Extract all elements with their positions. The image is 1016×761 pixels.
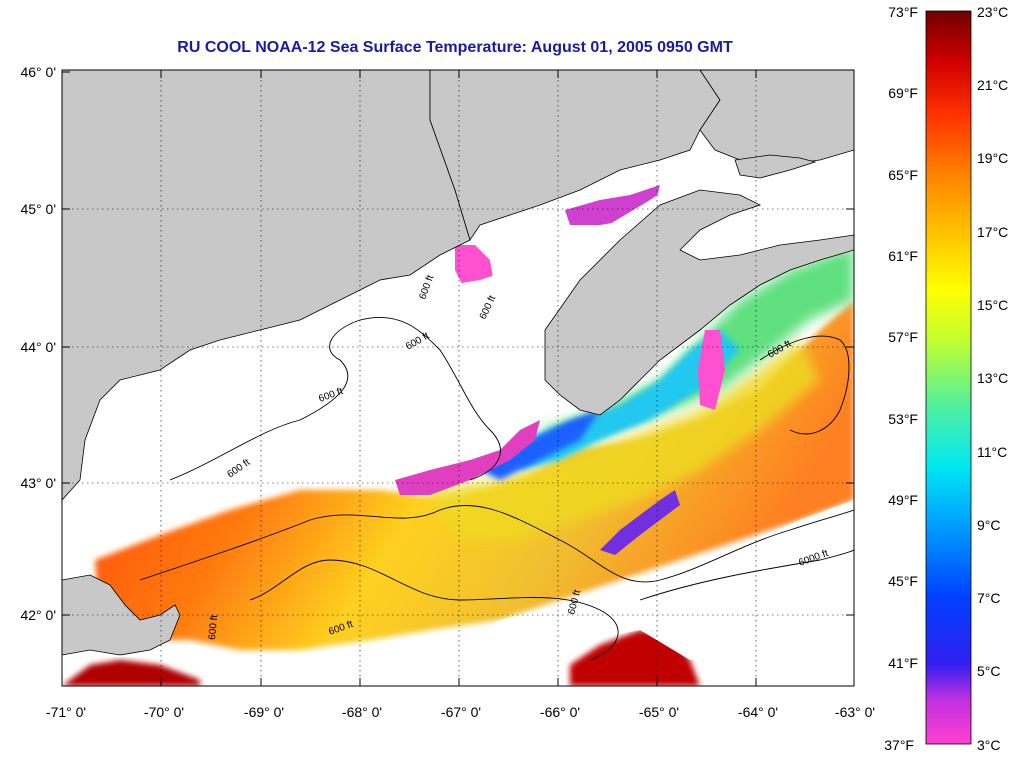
colorbar-gradient (925, 10, 972, 745)
cloud-mask-gulf (62, 180, 700, 560)
sst-field (62, 72, 854, 686)
map-panel: 600 ft 600 ft 600 ft 600 ft 600 ft 600 f… (20, 64, 875, 720)
colorbar-f-label: 45°F (888, 573, 918, 589)
longitude-labels: -71° 0' -70° 0' -69° 0' -68° 0' -67° 0' … (46, 704, 875, 720)
colorbar-f-label: 57°F (888, 329, 918, 345)
lon-tick-label: -67° 0' (441, 704, 481, 720)
map-border (61, 69, 855, 687)
contour-600ft-outer (139, 505, 854, 583)
lon-tick-label: -70° 0' (144, 704, 184, 720)
colorbar-c-label: 11°C (977, 444, 1007, 460)
graticule (62, 70, 854, 686)
colorbar-c-label: 3°C (977, 737, 1001, 753)
lat-tick-label: 43° 0' (20, 475, 56, 491)
sst-cold-grand-manan (698, 330, 725, 410)
land-cape-cod (62, 574, 181, 656)
contour-600ft-gulf (169, 316, 501, 481)
cloud-mask-southeast (380, 500, 854, 686)
bathymetry-contours (139, 316, 854, 661)
colorbar-c-label: 13°C (977, 370, 1008, 386)
axis-ticks (62, 70, 854, 686)
contour-600ft-east (759, 335, 850, 435)
land-pei (734, 154, 817, 179)
contour-label: 600 ft (207, 614, 220, 640)
colorbar-f-label: 73°F (888, 4, 918, 20)
sst-blue-strip (480, 410, 600, 480)
lon-tick-label: -63° 0' (835, 704, 875, 720)
colorbar-f-label: 69°F (888, 85, 918, 101)
map-title: RU COOL NOAA-12 Sea Surface Temperature:… (177, 39, 733, 56)
lon-tick-label: -69° 0' (244, 704, 284, 720)
colorbar-fahrenheit-labels: 73°F 69°F 65°F 61°F 57°F 53°F 49°F 45°F … (884, 4, 918, 753)
land-north-shore (699, 70, 854, 166)
contour-6000ft (639, 549, 854, 601)
land (62, 70, 854, 656)
sst-yellow-band (420, 340, 820, 540)
sst-cold-filament (600, 490, 680, 555)
colorbar-f-label: 37°F (884, 737, 914, 753)
colorbar-f-label: 65°F (888, 167, 918, 183)
contour-600ft-basin (249, 559, 619, 661)
colorbar-c-label: 9°C (977, 517, 1001, 533)
colorbar-c-label: 19°C (977, 150, 1008, 166)
lat-tick-label: 46° 0' (20, 64, 56, 80)
colorbar: 73°F 69°F 65°F 61°F 57°F 53°F 49°F 45°F … (884, 4, 1008, 753)
lon-tick-label: -66° 0' (540, 704, 580, 720)
colorbar-f-label: 53°F (888, 411, 918, 427)
sst-warm-region (95, 300, 854, 650)
colorbar-c-label: 5°C (977, 663, 1001, 679)
sst-warm-southwest (62, 660, 200, 686)
latitude-labels: 46° 0' 45° 0' 44° 0' 43° 0' 42° 0' (20, 64, 56, 623)
lon-tick-label: -64° 0' (738, 704, 778, 720)
sst-cold-patch-coast (395, 420, 540, 495)
colorbar-celsius-labels: 23°C 21°C 19°C 17°C 15°C 13°C 11°C 9°C 7… (977, 4, 1008, 753)
lat-tick-label: 45° 0' (20, 201, 56, 217)
colorbar-c-label: 17°C (977, 224, 1008, 240)
land-nova-scotia (544, 189, 854, 416)
colorbar-c-label: 15°C (977, 297, 1008, 313)
colorbar-f-label: 49°F (888, 492, 918, 508)
lat-tick-label: 44° 0' (20, 339, 56, 355)
colorbar-f-label: 61°F (888, 248, 918, 264)
lon-tick-label: -68° 0' (342, 704, 382, 720)
colorbar-c-label: 7°C (977, 590, 1001, 606)
colorbar-c-label: 23°C (977, 4, 1008, 20)
lat-tick-label: 42° 0' (20, 607, 56, 623)
colorbar-c-label: 21°C (977, 77, 1008, 93)
colorbar-f-label: 41°F (888, 655, 918, 671)
lon-tick-label: -65° 0' (639, 704, 679, 720)
lon-tick-label: -71° 0' (46, 704, 86, 720)
